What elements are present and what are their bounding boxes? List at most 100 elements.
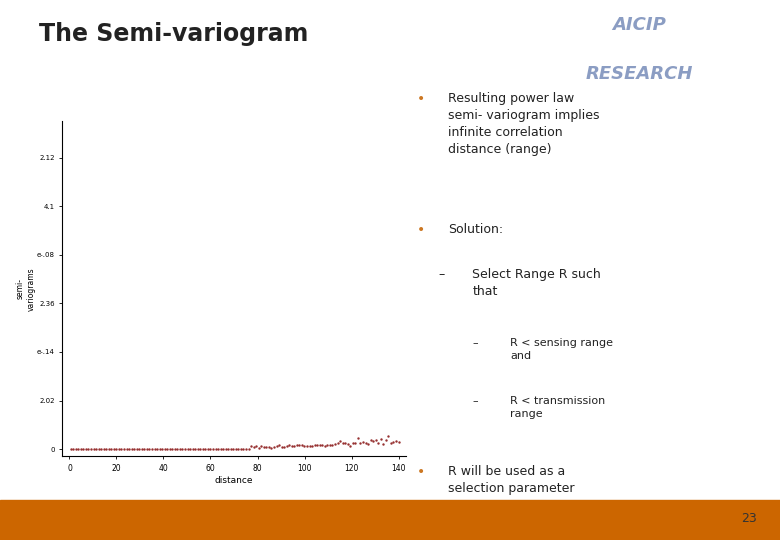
Point — [255, 442, 268, 451]
Point — [265, 443, 278, 452]
Point — [227, 444, 239, 453]
Point — [209, 444, 222, 453]
Text: 23: 23 — [741, 512, 757, 525]
Text: Resulting power law
semi- variogram implies
infinite correlation
distance (range: Resulting power law semi- variogram impl… — [448, 92, 600, 156]
Point — [311, 440, 324, 449]
Point — [283, 441, 296, 449]
Point — [301, 441, 314, 450]
Text: •: • — [417, 224, 426, 238]
Point — [235, 444, 247, 453]
Point — [219, 444, 232, 453]
Point — [204, 444, 217, 453]
Point — [115, 444, 128, 453]
Point — [374, 434, 387, 443]
Point — [202, 444, 215, 453]
Text: •: • — [417, 92, 426, 106]
Point — [108, 445, 120, 454]
Point — [138, 444, 151, 453]
Point — [102, 445, 115, 454]
Point — [298, 442, 310, 450]
Point — [184, 444, 197, 453]
Point — [120, 444, 133, 453]
Point — [339, 439, 352, 448]
Point — [321, 441, 334, 449]
Point — [207, 444, 219, 453]
Point — [263, 442, 275, 451]
Point — [222, 444, 235, 453]
Point — [285, 441, 298, 450]
Point — [296, 440, 308, 449]
Point — [72, 445, 84, 454]
Point — [275, 442, 288, 451]
Point — [161, 444, 173, 453]
Point — [176, 444, 189, 453]
Point — [118, 444, 130, 453]
Point — [67, 445, 80, 454]
Text: –: – — [438, 268, 444, 281]
Point — [367, 436, 379, 445]
Point — [392, 437, 405, 446]
Text: Select Range R such
that: Select Range R such that — [472, 268, 601, 299]
Point — [237, 444, 250, 453]
Point — [69, 445, 82, 454]
Point — [154, 444, 166, 453]
Point — [212, 444, 225, 453]
Point — [146, 444, 158, 453]
Point — [349, 438, 362, 447]
Point — [360, 438, 372, 447]
Point — [126, 444, 138, 453]
Point — [303, 441, 316, 450]
Point — [105, 445, 118, 454]
Point — [100, 445, 112, 454]
Point — [344, 441, 356, 450]
Point — [189, 444, 201, 453]
Point — [90, 445, 102, 454]
Point — [128, 444, 140, 453]
Point — [194, 444, 207, 453]
Text: •: • — [417, 465, 426, 480]
Point — [77, 445, 90, 454]
Point — [75, 445, 87, 454]
Point — [136, 444, 148, 453]
Point — [80, 445, 92, 454]
Point — [271, 442, 283, 450]
Point — [144, 444, 156, 453]
Point — [243, 444, 255, 453]
Point — [181, 444, 193, 453]
Point — [306, 442, 318, 450]
Text: RESEARCH: RESEARCH — [586, 65, 693, 83]
Point — [247, 443, 260, 451]
Point — [87, 445, 100, 454]
X-axis label: distance: distance — [215, 476, 254, 485]
Point — [370, 436, 382, 445]
Point — [260, 443, 272, 451]
Point — [225, 444, 237, 453]
Text: AICIP: AICIP — [612, 16, 667, 34]
Point — [364, 436, 377, 444]
Point — [215, 444, 227, 453]
Point — [377, 440, 389, 448]
Point — [140, 444, 153, 453]
Point — [382, 431, 395, 440]
Point — [328, 440, 341, 449]
Point — [85, 445, 98, 454]
Point — [316, 441, 328, 449]
Point — [229, 444, 242, 453]
Point — [199, 444, 211, 453]
Point — [253, 443, 265, 452]
Point — [239, 444, 252, 453]
Point — [390, 436, 402, 445]
Point — [82, 445, 94, 454]
Point — [293, 441, 306, 450]
Point — [174, 444, 186, 453]
Point — [95, 445, 108, 454]
Point — [250, 442, 262, 450]
Point — [288, 442, 300, 450]
Point — [281, 442, 293, 451]
Point — [65, 445, 77, 454]
Point — [356, 438, 369, 447]
Point — [191, 444, 204, 453]
Point — [112, 445, 125, 454]
Point — [324, 441, 336, 449]
Point — [318, 442, 331, 450]
